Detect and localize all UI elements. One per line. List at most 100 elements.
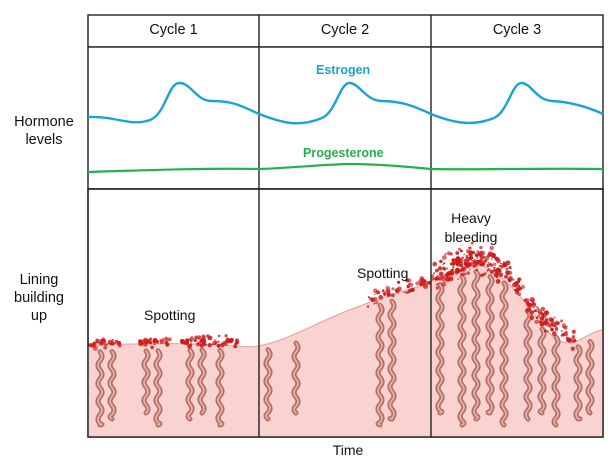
heavy-bleeding-speck (461, 256, 464, 259)
heavy-bleeding-speck (550, 323, 554, 326)
heavy-bleeding-speck (447, 278, 451, 282)
heavy-bleeding-speck (462, 271, 465, 273)
row-label-lining-building-up: Lining building up (4, 271, 74, 325)
heavy-bleeding-speck (560, 319, 564, 323)
heavy-bleeding-speck (463, 253, 466, 256)
heavy-bleeding-speck (539, 323, 544, 327)
uterine-gland-lumen (155, 349, 161, 426)
spotting-blood-speck (386, 292, 391, 296)
heavy-bleeding-speck (468, 246, 472, 250)
spotting-blood-speck (159, 340, 164, 345)
heavy-bleeding-speck (475, 268, 479, 271)
heavy-bleeding-speck (476, 257, 479, 259)
spotting-blood-speck (201, 334, 206, 339)
spotting-blood-speck (218, 334, 221, 338)
heavy-bleeding-speck (488, 269, 491, 272)
column-title-cycle-1: Cycle 1 (149, 22, 198, 38)
heavy-bleeding-speck (487, 251, 493, 257)
heavy-bleeding-speck (566, 339, 569, 342)
spotting-blood-speck (407, 290, 411, 294)
spotting-blood-speck (233, 344, 238, 349)
heavy-bleeding-speck (518, 284, 521, 287)
heavy-bleeding-speck (480, 273, 484, 277)
heavy-bleeding-line-1: Heavy (451, 210, 491, 226)
row-label-hormone-levels: Hormone levels (4, 113, 84, 149)
spotting-blood-speck (154, 338, 158, 342)
heavy-bleeding-speck (452, 268, 455, 271)
spotting-blood-speck (153, 342, 156, 346)
uterine-gland-lumen (539, 328, 545, 414)
heavy-bleeding-speck (534, 319, 539, 324)
x-axis-label: Time (332, 442, 364, 458)
spotting-blood-speck (183, 340, 189, 346)
spotting-blood-speck (146, 338, 152, 344)
lining-panel (87, 188, 604, 438)
estrogen-curve (87, 81, 604, 125)
row-label-lining-line-1: Lining (19, 272, 59, 288)
heavy-bleeding-speck (498, 272, 504, 278)
column-title-cycle-2: Cycle 2 (320, 22, 370, 38)
heavy-bleeding-speck (439, 259, 443, 263)
heavy-bleeding-speck (549, 326, 551, 328)
heavy-bleeding-speck (441, 276, 446, 282)
heavy-bleeding-speck (436, 277, 440, 281)
hormone-panel (87, 46, 604, 190)
heavy-bleeding-speck (472, 264, 476, 268)
heavy-bleeding-speck (517, 280, 521, 284)
heavy-bleeding-speck (463, 259, 466, 262)
spotting-blood-speck (229, 337, 234, 342)
heavy-bleeding-speck (508, 276, 513, 281)
heavy-bleeding-speck (441, 255, 447, 260)
heavy-bleeding-speck (544, 318, 549, 322)
heavy-bleeding-speck (444, 268, 447, 271)
uterine-gland-lumen (553, 336, 559, 426)
spotting-blood-speck (190, 340, 193, 343)
spotting-blood-speck (101, 338, 106, 344)
spotting-blood-speck (199, 344, 203, 347)
uterine-gland-lumen (293, 342, 299, 414)
heavy-bleeding-speck (495, 279, 501, 284)
heavy-bleeding-line-2: bleeding (444, 229, 498, 245)
spotting-blood-speck (385, 285, 391, 291)
heavy-bleeding-speck (505, 267, 509, 271)
heavy-bleeding-speck (475, 259, 481, 265)
heavy-bleeding-speck (538, 311, 543, 316)
heavy-bleeding-speck (495, 268, 501, 274)
heavy-bleeding-speck (566, 325, 568, 328)
spotting-blood-speck (216, 343, 221, 348)
heavy-bleeding-speck (493, 262, 497, 267)
row-label-lining-line-3: up (30, 308, 48, 324)
heavy-bleeding-speck (460, 249, 463, 253)
spotting-blood-speck (95, 341, 99, 344)
heavy-bleeding-speck (550, 327, 554, 331)
spotting-blood-speck (403, 291, 406, 294)
heavy-bleeding-speck (545, 321, 549, 325)
spotting-label-cycle-2: Spotting (357, 265, 409, 281)
progesterone-curve (87, 162, 604, 174)
spotting-blood-speck (408, 282, 411, 286)
progesterone-label: Progesterone (303, 146, 384, 160)
spotting-blood-speck (375, 290, 380, 295)
heavy-bleeding-speck (500, 262, 502, 265)
heavy-bleeding-speck (528, 302, 534, 308)
heavy-bleeding-speck (533, 306, 535, 309)
spotting-blood-speck (179, 339, 185, 344)
spotting-blood-speck (199, 338, 205, 343)
heavy-bleeding-speck (434, 268, 439, 273)
heavy-bleeding-speck (446, 251, 451, 256)
heavy-bleeding-speck (529, 315, 535, 321)
heavy-bleeding-speck (454, 262, 458, 265)
uterine-gland-lumen (389, 300, 395, 420)
spotting-blood-speck (418, 279, 423, 284)
spotting-blood-speck (217, 340, 220, 343)
spotting-blood-speck (194, 337, 197, 340)
heavy-bleeding-speck (433, 272, 435, 275)
spotting-blood-speck (366, 305, 370, 308)
heavy-bleeding-speck (517, 277, 520, 281)
spotting-blood-speck (92, 342, 95, 344)
heavy-bleeding-speck (544, 310, 550, 316)
heavy-bleeding-speck (556, 321, 560, 325)
heavy-bleeding-speck (480, 262, 486, 267)
spotting-blood-speck (195, 342, 200, 347)
